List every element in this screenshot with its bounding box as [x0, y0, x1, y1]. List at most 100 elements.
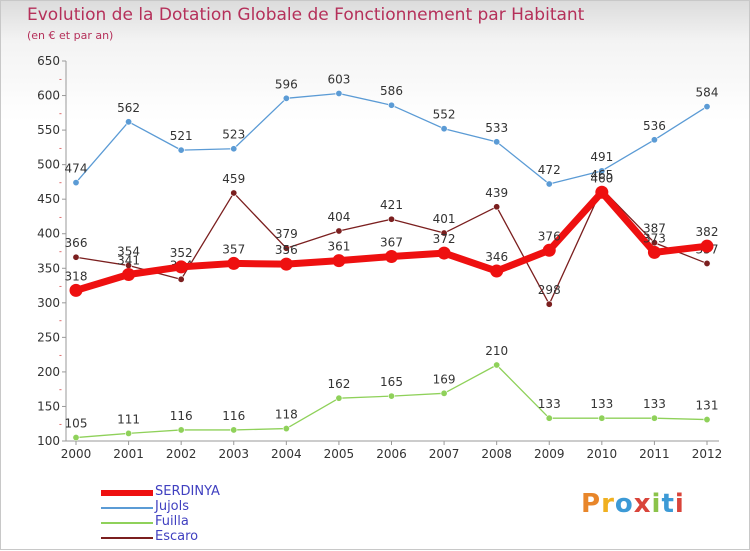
legend-swatch — [101, 537, 153, 539]
data-label-jujols: 552 — [433, 108, 456, 122]
data-label-escaro: 459 — [222, 172, 245, 186]
data-label-escaro: 298 — [538, 283, 561, 297]
data-point-escaro — [335, 227, 343, 235]
data-point-fuilla — [387, 392, 395, 400]
y-minor-tick: - — [59, 178, 62, 187]
data-point-serdinya — [332, 254, 346, 268]
data-point-escaro — [703, 259, 711, 267]
data-label-escaro: 439 — [485, 186, 508, 200]
y-tick-label: 650 — [37, 54, 60, 68]
data-label-serdinya: 372 — [433, 232, 456, 246]
legend-swatch — [101, 490, 153, 496]
data-label-jujols: 491 — [590, 150, 613, 164]
data-point-fuilla — [177, 426, 185, 434]
logo-letter: x — [633, 489, 652, 519]
data-label-fuilla: 165 — [380, 375, 403, 389]
data-label-fuilla: 210 — [485, 344, 508, 358]
data-label-fuilla: 133 — [590, 397, 613, 411]
data-label-fuilla: 162 — [327, 377, 350, 391]
data-point-escaro — [230, 189, 238, 197]
y-tick-label: 550 — [37, 123, 60, 137]
y-minor-tick: - — [59, 351, 62, 360]
data-label-fuilla: 133 — [643, 397, 666, 411]
data-point-jujols — [72, 179, 80, 187]
x-tick-label: 2000 — [61, 447, 92, 461]
data-label-jujols: 586 — [380, 84, 403, 98]
data-label-escaro: 401 — [433, 212, 456, 226]
data-point-jujols — [177, 146, 185, 154]
logo-letter: t — [661, 489, 675, 519]
data-point-escaro — [282, 244, 290, 252]
data-label-fuilla: 116 — [170, 409, 193, 423]
proxiti-logo: Proxiti — [581, 489, 685, 519]
data-point-fuilla — [493, 361, 501, 369]
data-label-fuilla: 105 — [65, 417, 88, 431]
data-point-jujols — [125, 118, 133, 126]
y-tick-label: 250 — [37, 330, 60, 344]
data-point-jujols — [650, 136, 658, 144]
data-point-serdinya — [174, 260, 188, 274]
data-point-fuilla — [282, 425, 290, 433]
data-label-escaro: 465 — [590, 168, 613, 182]
data-point-escaro — [72, 253, 80, 261]
y-tick-label: 100 — [37, 434, 60, 448]
data-point-fuilla — [72, 434, 80, 442]
data-point-serdinya — [542, 243, 556, 257]
data-label-serdinya: 460 — [590, 171, 613, 185]
y-minor-tick: - — [59, 385, 62, 394]
legend-label: Jujols — [155, 499, 190, 514]
x-tick-label: 2012 — [692, 447, 723, 461]
chart-title: Evolution de la Dotation Globale de Fonc… — [27, 5, 585, 25]
data-point-jujols — [598, 167, 606, 175]
x-tick-label: 2004 — [271, 447, 302, 461]
data-label-serdinya: 376 — [538, 229, 561, 243]
data-label-jujols: 533 — [485, 121, 508, 135]
legend-label: SERDINYA — [155, 484, 220, 499]
data-point-fuilla — [545, 414, 553, 422]
data-label-escaro: 354 — [117, 245, 140, 259]
data-label-serdinya: 352 — [170, 246, 193, 260]
y-minor-tick: - — [59, 109, 62, 118]
logo-letter: i — [674, 489, 685, 519]
data-point-serdinya — [595, 185, 609, 199]
data-point-escaro — [440, 229, 448, 237]
data-point-escaro — [545, 300, 553, 308]
data-point-fuilla — [650, 414, 658, 422]
data-point-serdinya — [227, 256, 241, 270]
data-label-serdinya: 357 — [222, 242, 245, 256]
y-tick-label: 200 — [37, 365, 60, 379]
data-label-escaro: 404 — [327, 210, 350, 224]
x-tick-label: 2006 — [376, 447, 407, 461]
data-label-jujols: 596 — [275, 77, 298, 91]
logo-letter: r — [601, 489, 615, 519]
data-point-fuilla — [703, 416, 711, 424]
data-point-jujols — [282, 94, 290, 102]
chart-subtitle: (en € et par an) — [27, 29, 114, 42]
data-label-jujols: 562 — [117, 101, 140, 115]
x-tick-label: 2008 — [481, 447, 512, 461]
y-minor-tick: - — [59, 212, 62, 221]
data-point-jujols — [387, 101, 395, 109]
x-tick-label: 2009 — [534, 447, 565, 461]
data-label-jujols: 472 — [538, 163, 561, 177]
y-minor-tick: - — [59, 316, 62, 325]
x-tick-label: 2005 — [324, 447, 355, 461]
data-label-jujols: 521 — [170, 129, 193, 143]
y-minor-tick: - — [59, 143, 62, 152]
data-label-serdinya: 341 — [117, 253, 140, 267]
y-tick-label: 500 — [37, 158, 60, 172]
y-minor-tick: - — [59, 247, 62, 256]
data-point-serdinya — [279, 257, 293, 271]
x-tick-label: 2003 — [218, 447, 249, 461]
data-label-escaro: 379 — [275, 227, 298, 241]
y-tick-label: 450 — [37, 192, 60, 206]
y-minor-tick: - — [59, 420, 62, 429]
data-point-serdinya — [385, 250, 398, 264]
y-tick-label: 600 — [37, 89, 60, 103]
data-point-serdinya — [647, 245, 661, 259]
logo-letter: P — [581, 489, 602, 519]
x-tick-label: 2011 — [639, 447, 670, 461]
data-point-serdinya — [490, 264, 504, 278]
legend-label: Fuilla — [155, 514, 189, 529]
data-point-fuilla — [335, 394, 343, 402]
